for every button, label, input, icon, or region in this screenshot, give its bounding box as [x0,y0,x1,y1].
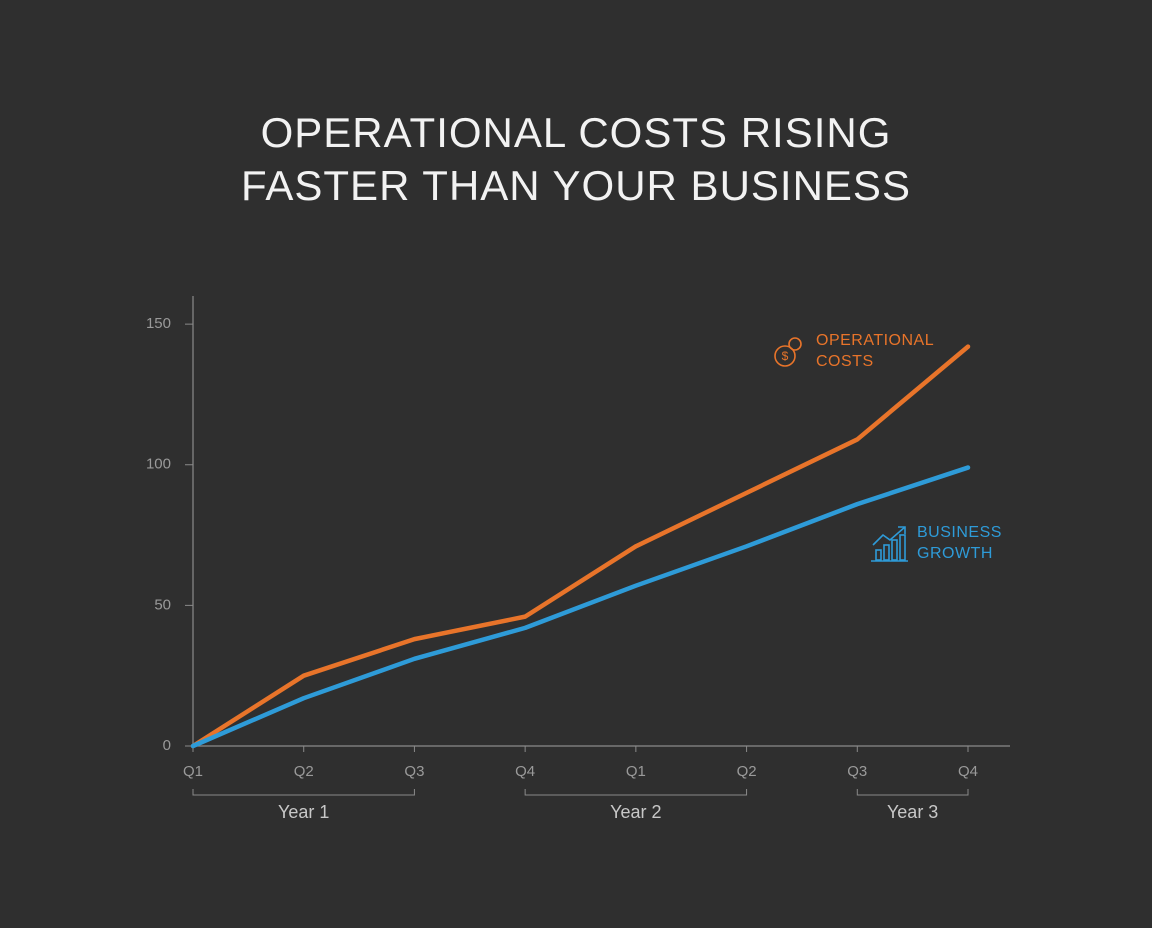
series-label: OPERATIONAL COSTS [816,332,934,370]
svg-text:$: $ [782,349,789,363]
x-tick-label: Q1 [626,763,646,780]
chart-title: FASTER THAN YOUR BUSINESS [241,162,911,209]
group-label: Year 1 [278,802,329,822]
series-label: BUSINESS GROWTH [917,524,1002,562]
growth-icon [871,526,908,562]
y-tick-label: 150 [146,315,171,332]
x-tick-label: Q3 [847,763,867,780]
group-bracket [192,789,415,796]
x-tick-label: Q1 [183,763,203,780]
x-tick-label: Q3 [404,763,424,780]
y-tick-label: 100 [146,456,171,473]
group-bracket [524,789,748,796]
series-line [190,465,971,749]
series-line [190,344,971,749]
x-tick-label: Q2 [294,763,314,780]
y-tick-label: 50 [154,596,171,613]
group-bracket [856,789,969,796]
x-tick-label: Q4 [958,763,978,780]
chart-title: OPERATIONAL COSTS RISING [261,109,892,156]
group-label: Year 3 [887,802,938,822]
group-label: Year 2 [610,802,661,822]
cost-icon: $ [774,337,802,367]
x-tick-label: Q2 [737,763,757,780]
x-tick-label: Q4 [515,763,535,780]
y-tick-label: 0 [163,737,171,754]
